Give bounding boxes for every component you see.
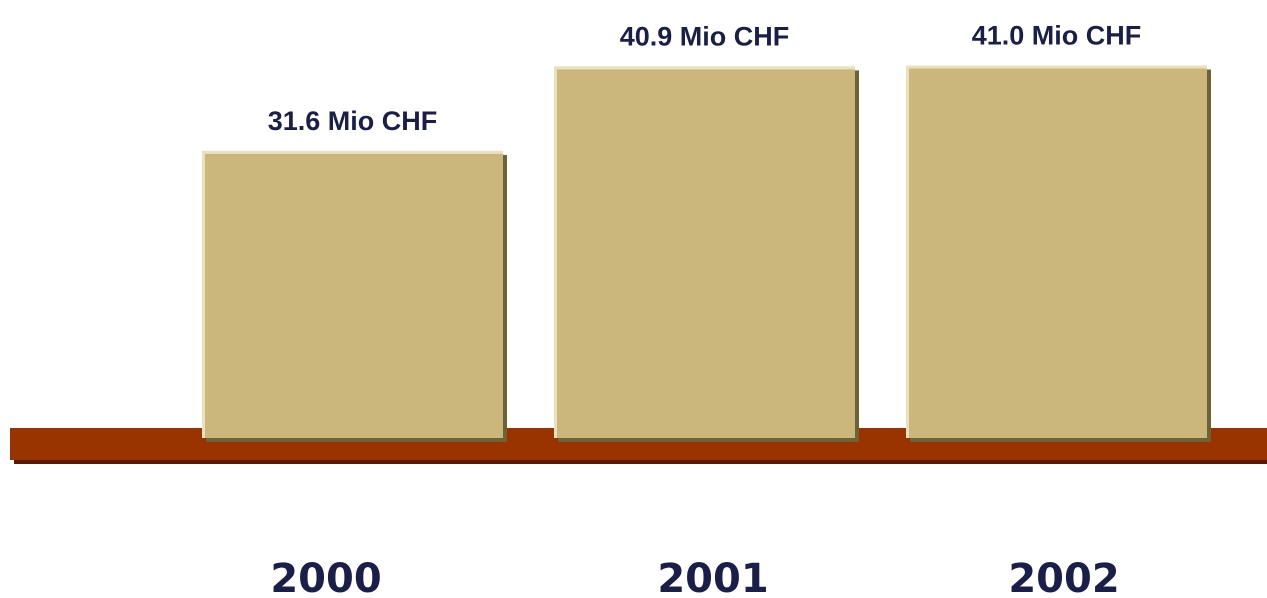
bar-2002 — [906, 65, 1211, 442]
category-label: 2001 — [657, 556, 768, 598]
bar-highlight-top — [906, 65, 1207, 69]
value-labels-group: 31.6 Mio CHF 40.9 Mio CHF 41.0 Mio CHF — [268, 21, 1142, 136]
bar-body — [202, 150, 503, 438]
bar-body — [906, 65, 1207, 438]
bars-group — [202, 65, 1211, 443]
category-label: 2000 — [270, 556, 381, 598]
bar-value-label: 41.0 Mio CHF — [972, 21, 1142, 51]
bar-highlight-left — [202, 150, 205, 438]
bar-highlight-top — [554, 66, 855, 70]
bar-highlight-top — [202, 150, 503, 154]
bar-highlight-left — [906, 65, 909, 438]
category-label: 2002 — [1008, 556, 1119, 598]
bar-highlight-left — [554, 66, 557, 439]
bar-body — [554, 66, 855, 439]
bar-value-label: 31.6 Mio CHF — [268, 106, 438, 136]
bar-2000 — [202, 150, 507, 442]
bar-2001 — [554, 66, 859, 443]
bar-value-label: 40.9 Mio CHF — [620, 21, 790, 51]
category-labels-group: 2000 2001 2002 — [270, 556, 1119, 598]
